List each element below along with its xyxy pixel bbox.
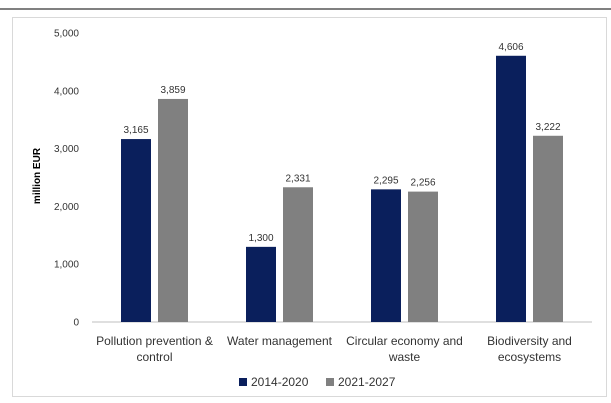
- bar-2014-2020-2: [371, 189, 401, 322]
- y-tick-label: 5,000: [54, 29, 79, 40]
- category-label: ecosystems: [498, 350, 561, 364]
- y-tick-label: 0: [73, 318, 79, 329]
- category-label: Pollution prevention &: [96, 334, 213, 348]
- bar-2021-2027-3: [533, 135, 563, 322]
- data-label: 3,165: [123, 125, 148, 136]
- category-label: control: [136, 350, 172, 364]
- data-label: 3,859: [160, 85, 185, 96]
- bar-2021-2027-1: [283, 187, 313, 322]
- data-label: 2,256: [410, 178, 435, 189]
- bar-2021-2027-2: [408, 191, 438, 322]
- data-label: 2,295: [373, 175, 398, 186]
- category-label: Circular economy and: [346, 334, 463, 348]
- legend: 2014-2020 2021-2027: [239, 375, 396, 389]
- data-label: 3,222: [535, 122, 560, 133]
- bar-2021-2027-0: [158, 98, 188, 322]
- category-label: Biodiversity and: [487, 334, 572, 348]
- y-tick-label: 3,000: [54, 144, 79, 155]
- bar-2014-2020-1: [246, 246, 276, 322]
- chart-border: [12, 17, 607, 397]
- legend-label: 2021-2027: [338, 375, 396, 389]
- data-label: 4,606: [498, 42, 523, 53]
- bar-2014-2020-0: [121, 139, 151, 322]
- legend-swatch: [239, 378, 247, 386]
- y-tick-label: 4,000: [54, 86, 79, 97]
- data-label: 2,331: [285, 173, 310, 184]
- data-label: 1,300: [248, 233, 273, 244]
- legend-label: 2014-2020: [251, 375, 309, 389]
- y-tick-label: 2,000: [54, 202, 79, 213]
- legend-swatch: [326, 378, 334, 386]
- y-axis-title: million EUR: [32, 147, 43, 204]
- bar-2014-2020-3: [496, 55, 526, 323]
- category-label: waste: [388, 350, 421, 364]
- y-tick-label: 1,000: [54, 260, 79, 271]
- category-label: Water management: [227, 334, 333, 348]
